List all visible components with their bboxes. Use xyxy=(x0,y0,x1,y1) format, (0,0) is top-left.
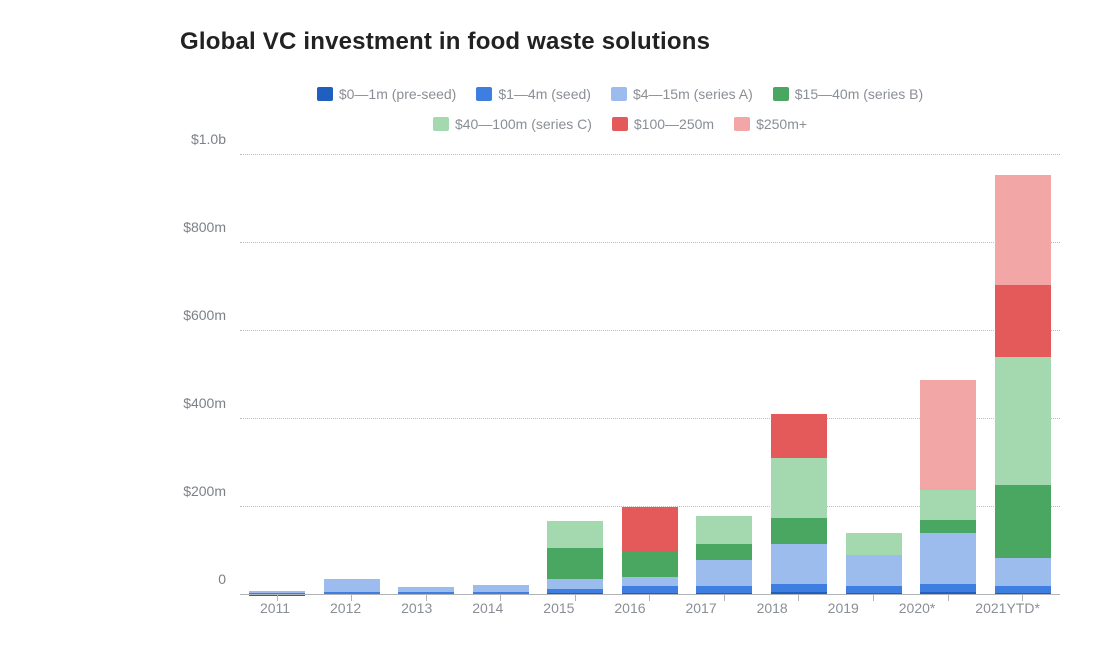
legend-item[interactable]: $100—250m xyxy=(612,110,714,138)
bar-column xyxy=(622,507,678,595)
bar-segment[interactable] xyxy=(771,458,827,517)
plot-area: 0$200m$400m$600m$800m$1.0b xyxy=(240,155,1060,595)
y-tick-label: $200m xyxy=(183,483,226,499)
bar-segment[interactable] xyxy=(995,485,1051,558)
bar-segment[interactable] xyxy=(771,584,827,593)
bar-segment[interactable] xyxy=(995,285,1051,358)
bar-segment[interactable] xyxy=(771,518,827,544)
bar-column xyxy=(547,521,603,595)
bar-segment[interactable] xyxy=(846,533,902,555)
bar-segment[interactable] xyxy=(696,516,752,545)
bar-segment[interactable] xyxy=(920,584,976,593)
bar-segment[interactable] xyxy=(846,586,902,593)
legend-swatch xyxy=(612,117,628,131)
legend-label: $15—40m (series B) xyxy=(795,80,923,108)
legend-item[interactable]: $40—100m (series C) xyxy=(433,110,592,138)
bar-segment[interactable] xyxy=(622,551,678,577)
legend-label: $4—15m (series A) xyxy=(633,80,753,108)
bar-segment[interactable] xyxy=(920,533,976,584)
legend-swatch xyxy=(773,87,789,101)
bar-segment[interactable] xyxy=(696,544,752,559)
bar-segment[interactable] xyxy=(771,544,827,584)
legend-row: $40—100m (series C) $100—250m $250m+ xyxy=(180,110,1060,140)
bars-group xyxy=(240,155,1060,595)
y-tick-label: $600m xyxy=(183,307,226,323)
bar-column xyxy=(324,579,380,595)
bar-segment[interactable] xyxy=(622,507,678,551)
legend-item[interactable]: $1—4m (seed) xyxy=(476,80,591,108)
chart-title: Global VC investment in food waste solut… xyxy=(180,28,710,56)
y-tick-label: $400m xyxy=(183,395,226,411)
chart-container: Global VC investment in food waste solut… xyxy=(0,0,1120,662)
legend-item[interactable]: $15—40m (series B) xyxy=(773,80,923,108)
x-tick-label: 2017 xyxy=(685,600,716,616)
bar-segment[interactable] xyxy=(771,414,827,458)
bar-segment[interactable] xyxy=(622,586,678,593)
x-tick-label: 2015 xyxy=(543,600,574,616)
legend-label: $1—4m (seed) xyxy=(498,80,591,108)
x-tick-label: 2016 xyxy=(614,600,645,616)
bar-segment[interactable] xyxy=(622,577,678,586)
bar-column xyxy=(771,414,827,595)
x-tick-label: 2021YTD* xyxy=(975,600,1040,616)
legend-swatch xyxy=(476,87,492,101)
bar-segment[interactable] xyxy=(473,585,529,592)
bar-segment[interactable] xyxy=(696,586,752,593)
bar-segment[interactable] xyxy=(547,521,603,547)
legend-label: $0—1m (pre-seed) xyxy=(339,80,457,108)
x-tick-label: 2011 xyxy=(260,600,290,616)
bar-column xyxy=(920,380,976,595)
legend-swatch xyxy=(433,117,449,131)
legend-swatch xyxy=(611,87,627,101)
bar-segment[interactable] xyxy=(995,558,1051,587)
bar-column xyxy=(696,516,752,595)
bar-segment[interactable] xyxy=(324,579,380,591)
x-tick-label: 2013 xyxy=(401,600,432,616)
x-tick-label: 2014 xyxy=(472,600,503,616)
legend-swatch xyxy=(317,87,333,101)
y-tick-label: 0 xyxy=(218,571,226,587)
bar-segment[interactable] xyxy=(920,380,976,490)
x-tick-label: 2012 xyxy=(330,600,361,616)
bar-segment[interactable] xyxy=(995,586,1051,593)
y-tick-label: $1.0b xyxy=(191,131,226,147)
legend-label: $100—250m xyxy=(634,110,714,138)
bar-segment[interactable] xyxy=(995,175,1051,285)
bar-column xyxy=(995,175,1051,595)
bar-segment[interactable] xyxy=(696,560,752,586)
legend-item[interactable]: $0—1m (pre-seed) xyxy=(317,80,457,108)
legend-label: $250m+ xyxy=(756,110,807,138)
bar-segment[interactable] xyxy=(547,579,603,589)
x-tick-label: 2018 xyxy=(757,600,788,616)
bar-column xyxy=(846,533,902,595)
legend-swatch xyxy=(734,117,750,131)
x-axis-labels: 2011 2012 2013 2014 2015 2016 2017 2018 2019 2020… xyxy=(240,600,1060,616)
bar-segment[interactable] xyxy=(547,548,603,580)
legend-label: $40—100m (series C) xyxy=(455,110,592,138)
legend-row: $0—1m (pre-seed) $1—4m (seed) $4—15m (seri… xyxy=(180,80,1060,110)
bar-segment[interactable] xyxy=(995,357,1051,485)
y-tick-label: $800m xyxy=(183,219,226,235)
chart-legend: $0—1m (pre-seed) $1—4m (seed) $4—15m (seri… xyxy=(180,80,1060,140)
bar-segment[interactable] xyxy=(920,520,976,533)
x-tick-label: 2019 xyxy=(828,600,859,616)
legend-item[interactable]: $250m+ xyxy=(734,110,807,138)
legend-item[interactable]: $4—15m (series A) xyxy=(611,80,753,108)
bar-segment[interactable] xyxy=(846,555,902,586)
x-tick-label: 2020* xyxy=(899,600,936,616)
bar-segment[interactable] xyxy=(920,490,976,520)
